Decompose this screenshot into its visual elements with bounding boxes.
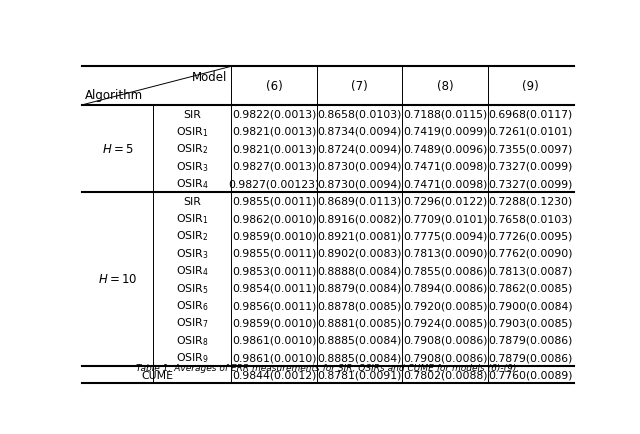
Text: 0.7879(0.0086): 0.7879(0.0086) bbox=[488, 335, 573, 345]
Text: SIR: SIR bbox=[184, 109, 202, 119]
Text: 0.7288(0.1230): 0.7288(0.1230) bbox=[488, 196, 573, 206]
Text: 0.9862(0.0010): 0.9862(0.0010) bbox=[232, 214, 316, 224]
Text: 0.7924(0.0085): 0.7924(0.0085) bbox=[403, 318, 488, 328]
Text: OSIR$_3$: OSIR$_3$ bbox=[176, 247, 209, 260]
Text: 0.9827(0.0013): 0.9827(0.0013) bbox=[232, 161, 316, 171]
Text: OSIR$_4$: OSIR$_4$ bbox=[176, 264, 209, 277]
Text: 0.9861(0.0010): 0.9861(0.0010) bbox=[232, 335, 316, 345]
Text: 0.8689(0.0113): 0.8689(0.0113) bbox=[317, 196, 402, 206]
Text: 0.8658(0.0103): 0.8658(0.0103) bbox=[317, 109, 402, 119]
Text: 0.7419(0.0099): 0.7419(0.0099) bbox=[403, 127, 488, 137]
Text: 0.7813(0.0087): 0.7813(0.0087) bbox=[488, 266, 573, 276]
Text: 0.9821(0.0013): 0.9821(0.0013) bbox=[232, 127, 316, 137]
Text: 0.7726(0.0095): 0.7726(0.0095) bbox=[488, 231, 573, 241]
Text: OSIR$_7$: OSIR$_7$ bbox=[176, 316, 209, 330]
Text: 0.7908(0.0086): 0.7908(0.0086) bbox=[403, 352, 488, 362]
Text: 0.7903(0.0085): 0.7903(0.0085) bbox=[488, 318, 573, 328]
Text: 0.7862(0.0085): 0.7862(0.0085) bbox=[488, 283, 573, 293]
Text: OSIR$_2$: OSIR$_2$ bbox=[176, 229, 209, 243]
Text: 0.8724(0.0094): 0.8724(0.0094) bbox=[317, 144, 402, 154]
Text: 0.8730(0.0094): 0.8730(0.0094) bbox=[317, 161, 402, 171]
Text: 0.7296(0.0122): 0.7296(0.0122) bbox=[403, 196, 487, 206]
Text: $H = 10$: $H = 10$ bbox=[99, 273, 138, 286]
Text: 0.7355(0.0097): 0.7355(0.0097) bbox=[488, 144, 573, 154]
Text: 0.8916(0.0082): 0.8916(0.0082) bbox=[317, 214, 402, 224]
Text: 0.9855(0.0011): 0.9855(0.0011) bbox=[232, 196, 316, 206]
Text: OSIR$_9$: OSIR$_9$ bbox=[176, 351, 209, 365]
Text: Model: Model bbox=[192, 71, 227, 84]
Text: (7): (7) bbox=[351, 80, 368, 93]
Text: 0.9861(0.0010): 0.9861(0.0010) bbox=[232, 352, 316, 362]
Text: 0.8885(0.0084): 0.8885(0.0084) bbox=[317, 335, 402, 345]
Text: (8): (8) bbox=[437, 80, 454, 93]
Text: 0.7908(0.0086): 0.7908(0.0086) bbox=[403, 335, 488, 345]
Text: OSIR$_5$: OSIR$_5$ bbox=[176, 281, 209, 295]
Text: 0.8781(0.0091): 0.8781(0.0091) bbox=[317, 370, 402, 380]
Text: SIR: SIR bbox=[184, 196, 202, 206]
Text: OSIR$_6$: OSIR$_6$ bbox=[176, 299, 209, 312]
Text: 0.6968(0.0117): 0.6968(0.0117) bbox=[488, 109, 573, 119]
Text: 0.7879(0.0086): 0.7879(0.0086) bbox=[488, 352, 573, 362]
Text: 0.9844(0.0012): 0.9844(0.0012) bbox=[232, 370, 316, 380]
Text: 0.9855(0.0011): 0.9855(0.0011) bbox=[232, 248, 316, 258]
Text: 0.7489(0.0096): 0.7489(0.0096) bbox=[403, 144, 488, 154]
Text: 0.9859(0.0010): 0.9859(0.0010) bbox=[232, 318, 316, 328]
Text: OSIR$_1$: OSIR$_1$ bbox=[176, 212, 209, 225]
Text: 0.7894(0.0086): 0.7894(0.0086) bbox=[403, 283, 488, 293]
Text: 0.9827(0.00123): 0.9827(0.00123) bbox=[228, 179, 320, 189]
Text: (6): (6) bbox=[266, 80, 282, 93]
Text: 0.8878(0.0085): 0.8878(0.0085) bbox=[317, 300, 402, 310]
Text: 0.7471(0.0098): 0.7471(0.0098) bbox=[403, 179, 488, 189]
Text: 0.7900(0.0084): 0.7900(0.0084) bbox=[488, 300, 573, 310]
Text: OSIR$_1$: OSIR$_1$ bbox=[176, 125, 209, 138]
Text: 0.7188(0.0115): 0.7188(0.0115) bbox=[403, 109, 487, 119]
Text: 0.9822(0.0013): 0.9822(0.0013) bbox=[232, 109, 316, 119]
Text: 0.7760(0.0089): 0.7760(0.0089) bbox=[488, 370, 573, 380]
Text: (9): (9) bbox=[522, 80, 539, 93]
Text: 0.7658(0.0103): 0.7658(0.0103) bbox=[488, 214, 573, 224]
Text: 0.7813(0.0090): 0.7813(0.0090) bbox=[403, 248, 488, 258]
Text: 0.8885(0.0084): 0.8885(0.0084) bbox=[317, 352, 402, 362]
Text: 0.8879(0.0084): 0.8879(0.0084) bbox=[317, 283, 402, 293]
Text: 0.7855(0.0086): 0.7855(0.0086) bbox=[403, 266, 488, 276]
Text: 0.8730(0.0094): 0.8730(0.0094) bbox=[317, 179, 402, 189]
Text: 0.8921(0.0081): 0.8921(0.0081) bbox=[317, 231, 402, 241]
Text: 0.7762(0.0090): 0.7762(0.0090) bbox=[488, 248, 573, 258]
Text: 0.9859(0.0010): 0.9859(0.0010) bbox=[232, 231, 316, 241]
Text: OSIR$_8$: OSIR$_8$ bbox=[176, 333, 209, 347]
Text: $H = 5$: $H = 5$ bbox=[102, 142, 134, 155]
Text: 0.7802(0.0088): 0.7802(0.0088) bbox=[403, 370, 488, 380]
Text: 0.9854(0.0011): 0.9854(0.0011) bbox=[232, 283, 316, 293]
Text: 0.8902(0.0083): 0.8902(0.0083) bbox=[317, 248, 402, 258]
Text: 0.7261(0.0101): 0.7261(0.0101) bbox=[488, 127, 573, 137]
Text: OSIR$_3$: OSIR$_3$ bbox=[176, 159, 209, 173]
Text: 0.9856(0.0011): 0.9856(0.0011) bbox=[232, 300, 316, 310]
Text: 0.8881(0.0085): 0.8881(0.0085) bbox=[317, 318, 402, 328]
Text: CUME: CUME bbox=[141, 370, 173, 380]
Text: Table 1: Averages of ERR measurements for SIR, OSIRs and CUME for models (6)-(9): Table 1: Averages of ERR measurements fo… bbox=[136, 363, 520, 372]
Text: 0.8888(0.0084): 0.8888(0.0084) bbox=[317, 266, 402, 276]
Text: 0.7471(0.0098): 0.7471(0.0098) bbox=[403, 161, 488, 171]
Text: 0.8734(0.0094): 0.8734(0.0094) bbox=[317, 127, 402, 137]
Text: 0.9853(0.0011): 0.9853(0.0011) bbox=[232, 266, 316, 276]
Text: 0.7327(0.0099): 0.7327(0.0099) bbox=[488, 179, 573, 189]
Text: 0.7709(0.0101): 0.7709(0.0101) bbox=[403, 214, 488, 224]
Text: 0.7327(0.0099): 0.7327(0.0099) bbox=[488, 161, 573, 171]
Text: 0.7775(0.0094): 0.7775(0.0094) bbox=[403, 231, 488, 241]
Text: 0.9821(0.0013): 0.9821(0.0013) bbox=[232, 144, 316, 154]
Text: 0.7920(0.0085): 0.7920(0.0085) bbox=[403, 300, 488, 310]
Text: OSIR$_2$: OSIR$_2$ bbox=[176, 142, 209, 156]
Text: Algorithm: Algorithm bbox=[84, 89, 143, 102]
Text: OSIR$_4$: OSIR$_4$ bbox=[176, 177, 209, 191]
